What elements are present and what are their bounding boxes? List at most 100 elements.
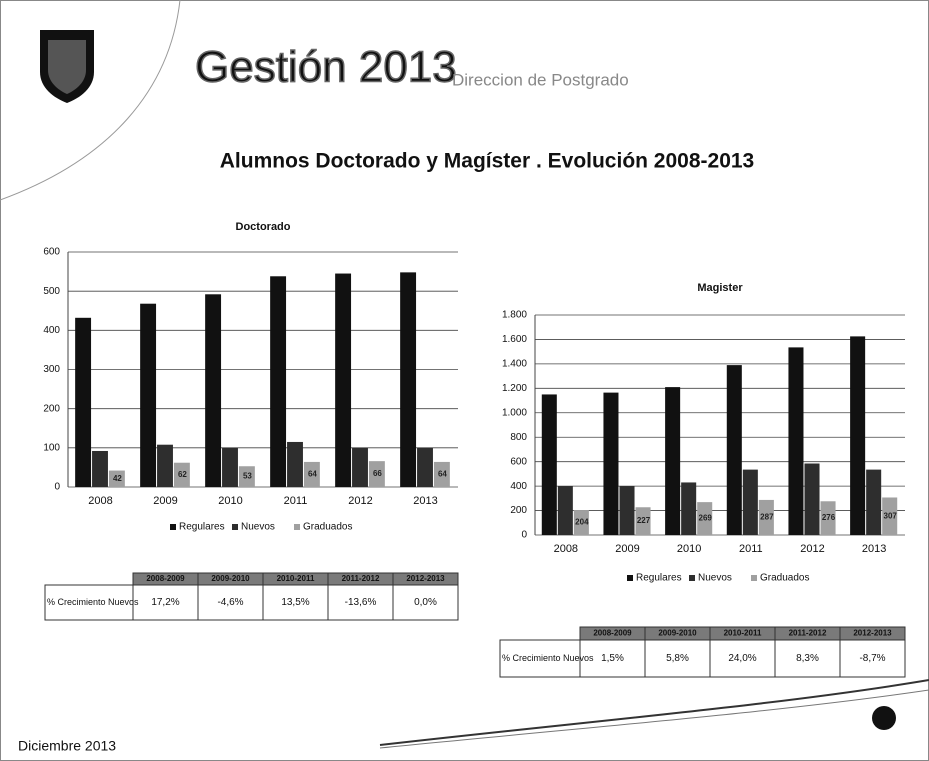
table-header: 2008-2009 [146, 574, 185, 583]
x-tick-label: 2009 [153, 495, 177, 507]
table-cell [262, 584, 329, 621]
table-header: 2011-2012 [789, 629, 827, 638]
legend-label: Nuevos [698, 573, 732, 584]
table-value: 17,2% [151, 597, 179, 608]
table-value: -8,7% [859, 653, 885, 664]
table-row-label: % Crecimiento Nuevos [47, 597, 139, 607]
data-label: 204 [575, 518, 589, 527]
table-value: 24,0% [728, 653, 756, 664]
table-row-head [499, 639, 581, 678]
y-tick-label: 1.000 [502, 407, 527, 418]
x-tick-label: 2010 [218, 495, 242, 507]
table-row-label: % Crecimiento Nuevos [502, 653, 594, 663]
data-label: 287 [760, 513, 774, 522]
bar [417, 447, 433, 487]
x-tick-label: 2012 [800, 543, 824, 555]
legend-swatch [232, 524, 238, 530]
y-tick-label: 800 [510, 432, 527, 443]
y-tick-label: 200 [43, 403, 60, 414]
logo-postgrado [872, 706, 896, 730]
bar [75, 317, 92, 487]
x-tick-label: 2008 [554, 543, 578, 555]
table-cell [839, 639, 906, 678]
table-value: -13,6% [345, 597, 377, 608]
table-value: 0,0% [414, 597, 437, 608]
legend-label: Graduados [760, 573, 809, 584]
data-label: 227 [637, 516, 651, 525]
bar [882, 497, 898, 535]
legend-label: Graduados [303, 522, 352, 533]
table-row-head [44, 584, 134, 621]
table-cell [392, 584, 459, 621]
bar [866, 469, 882, 535]
bar [140, 303, 157, 487]
bar [681, 482, 697, 535]
table-cell [579, 639, 646, 678]
legend-label: Nuevos [241, 522, 275, 533]
table-value: 8,3% [796, 653, 819, 664]
table-cell [197, 584, 264, 621]
chart-title: Magister [697, 282, 743, 294]
slide-subtitle: Direccion de Postgrado [452, 70, 629, 89]
legend-label: Regulares [179, 522, 225, 533]
x-tick-label: 2012 [348, 495, 372, 507]
data-label: 42 [113, 474, 122, 483]
bar [758, 499, 774, 535]
legend-swatch [627, 575, 633, 581]
table-value: -4,6% [217, 597, 243, 608]
table-value: 1,5% [601, 653, 624, 664]
bar [287, 441, 303, 487]
bar [665, 387, 681, 535]
bar [173, 462, 190, 487]
data-label: 53 [243, 472, 252, 481]
bar [619, 486, 635, 535]
bar [635, 507, 651, 535]
data-label: 64 [438, 470, 447, 479]
bar [742, 469, 758, 535]
y-tick-label: 500 [43, 286, 60, 297]
bar [541, 394, 557, 535]
bar [820, 501, 836, 535]
bar [850, 336, 866, 535]
legend-swatch [170, 524, 176, 530]
decor-curve [379, 679, 929, 746]
logo-shield-inner [48, 40, 86, 94]
table-value: 13,5% [281, 597, 309, 608]
data-label: 62 [178, 470, 187, 479]
x-tick-label: 2011 [739, 543, 763, 555]
heading: Alumnos Doctorado y Magíster . Evolución… [220, 150, 755, 173]
x-tick-label: 2009 [615, 543, 639, 555]
table-header: 2009-2010 [211, 574, 250, 583]
y-tick-label: 400 [43, 325, 60, 336]
y-tick-label: 0 [54, 482, 60, 493]
data-label: 64 [308, 470, 317, 479]
decor-curve [379, 689, 929, 749]
y-tick-label: 400 [510, 481, 527, 492]
x-tick-label: 2013 [413, 495, 437, 507]
legend-swatch [689, 575, 695, 581]
y-tick-label: 1.800 [502, 310, 527, 321]
data-label: 269 [699, 514, 713, 523]
bar [303, 461, 320, 487]
table-header: 2008-2009 [593, 629, 632, 638]
footer: Diciembre 2013 [18, 738, 116, 754]
data-label: 276 [822, 513, 836, 522]
bar [603, 392, 619, 535]
bar [804, 463, 820, 535]
x-tick-label: 2011 [284, 495, 308, 507]
bar [788, 347, 804, 535]
bar [92, 450, 108, 487]
bar [335, 273, 352, 487]
y-tick-label: 100 [43, 442, 60, 453]
y-tick-label: 0 [521, 530, 527, 541]
x-tick-label: 2008 [88, 495, 112, 507]
bar [726, 365, 742, 535]
data-label: 66 [373, 469, 382, 478]
chart-title: Doctorado [236, 221, 291, 233]
legend-label: Regulares [636, 573, 682, 584]
legend-swatch [751, 575, 757, 581]
bar [108, 470, 125, 487]
table-header: 2010-2011 [724, 629, 762, 638]
table-cell [327, 584, 394, 621]
y-tick-label: 600 [43, 247, 60, 258]
